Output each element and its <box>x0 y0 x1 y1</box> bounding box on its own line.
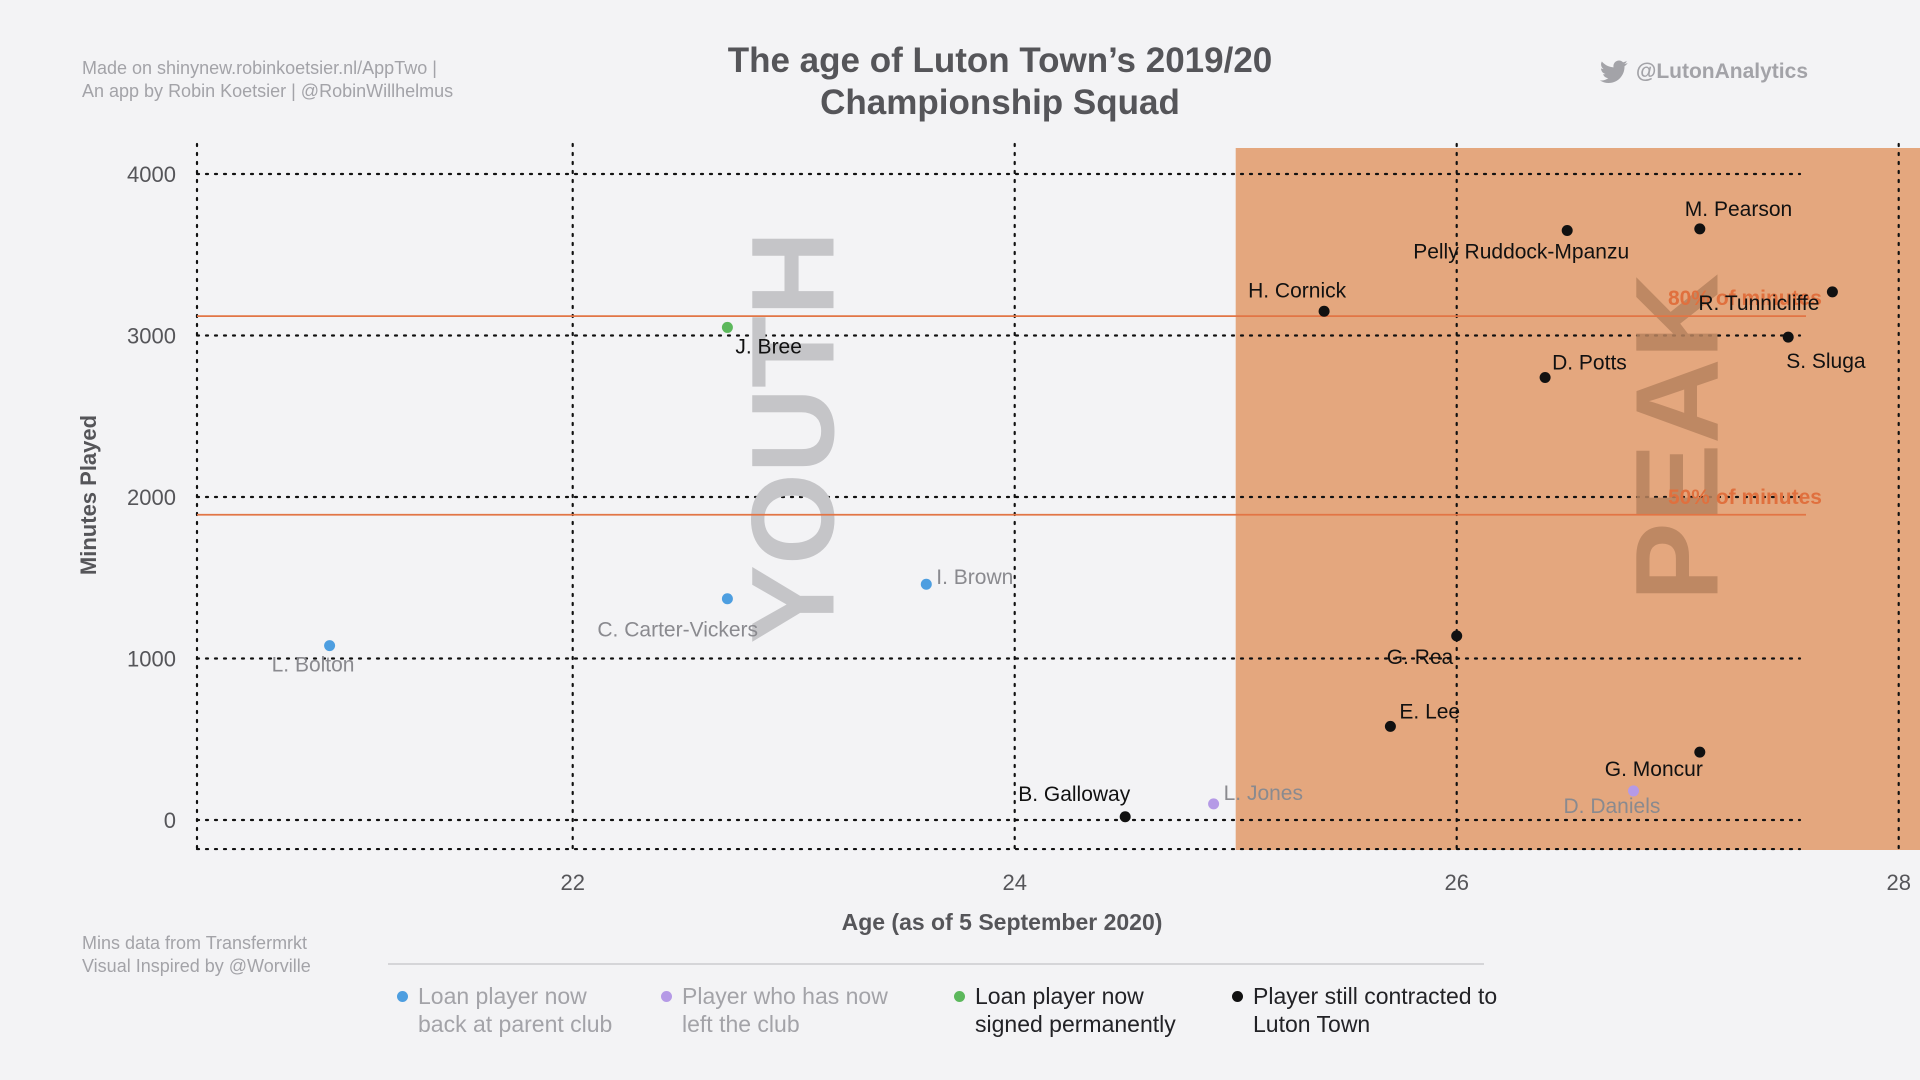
legend-dot-signed <box>954 991 965 1002</box>
y-axis-label: Minutes Played <box>76 415 101 575</box>
credit-bottom: Mins data from Transfermrkt Visual Inspi… <box>82 933 311 976</box>
x-axis-label: Age (as of 5 September 2020) <box>842 909 1163 935</box>
data-point <box>1451 630 1463 642</box>
point-label: G. Moncur <box>1605 758 1703 781</box>
point-label: S. Sluga <box>1786 350 1866 373</box>
legend-label: signed permanently <box>975 1011 1176 1037</box>
data-point <box>721 321 733 333</box>
data-point <box>1539 371 1551 383</box>
data-point <box>1826 286 1838 298</box>
y-tick-label: 2000 <box>127 485 176 510</box>
data-point <box>1782 331 1794 343</box>
twitter-handle-text: @LutonAnalytics <box>1635 60 1808 83</box>
zone-label-youth: YOUTH <box>728 231 860 644</box>
legend-item-contracted: Player still contracted to Luton Town <box>1232 982 1497 1038</box>
data-point <box>1384 720 1396 732</box>
data-point <box>1561 225 1573 237</box>
legend-item-left-club: Player who has now left the club <box>661 982 888 1038</box>
point-label: I. Brown <box>936 566 1013 589</box>
data-point <box>920 578 932 590</box>
twitter-handle[interactable]: @LutonAnalytics <box>1599 60 1808 84</box>
data-point <box>324 640 336 652</box>
point-label: D. Daniels <box>1564 795 1661 818</box>
chart-title-line1: The age of Luton Town’s 2019/20 <box>727 41 1273 80</box>
point-label: C. Carter-Vickers <box>597 619 758 642</box>
legend-label: back at parent club <box>418 1011 613 1037</box>
legend-item-signed: Loan player now signed permanently <box>954 982 1176 1038</box>
credit-top: Made on shinynew.robinkoetsier.nl/AppTwo… <box>82 58 454 101</box>
data-point <box>721 593 733 605</box>
data-point <box>1119 811 1131 823</box>
y-tick-label: 4000 <box>127 162 176 187</box>
point-label: Pelly Ruddock-Mpanzu <box>1413 241 1629 264</box>
threshold-label: 80% of minutes <box>1668 287 1822 310</box>
legend-dot-loan-back <box>397 991 408 1002</box>
point-label: L. Bolton <box>272 654 355 677</box>
point-label: D. Potts <box>1552 351 1627 374</box>
twitter-icon <box>1599 60 1628 83</box>
data-point <box>1694 223 1706 235</box>
point-label: G. Rea <box>1387 646 1454 669</box>
legend-label: Player still contracted to <box>1253 983 1498 1009</box>
x-tick-label: 28 <box>1886 870 1910 895</box>
legend-label: Loan player now <box>418 983 587 1009</box>
data-point <box>1208 798 1220 810</box>
legend-item-loan-back: Loan player now back at parent club <box>397 982 612 1038</box>
legend-label: Loan player now <box>975 983 1144 1009</box>
point-label: J. Bree <box>735 335 802 358</box>
chart-title-line2: Championship Squad <box>820 83 1180 122</box>
threshold-label: 50% of minutes <box>1668 486 1822 509</box>
legend-label: Player who has now <box>682 983 888 1009</box>
point-label: E. Lee <box>1399 700 1460 723</box>
point-label: H. Cornick <box>1248 279 1347 302</box>
x-tick-label: 26 <box>1444 870 1468 895</box>
point-label: L. Jones <box>1224 782 1303 805</box>
data-point <box>1628 785 1639 797</box>
point-label: R. Tunnicliffe <box>1698 292 1819 315</box>
legend-label: left the club <box>682 1011 800 1037</box>
data-point <box>1694 746 1706 758</box>
y-tick-label: 0 <box>164 808 176 833</box>
chart-title: The age of Luton Town’s 2019/20 Champion… <box>560 40 1440 124</box>
point-label: M. Pearson <box>1685 198 1792 221</box>
zone-label-peak: PEAK <box>1612 273 1744 601</box>
x-tick-label: 22 <box>560 870 584 895</box>
y-tick-label: 1000 <box>127 647 176 672</box>
point-label: B. Galloway <box>1018 783 1131 806</box>
legend-dot-left-club <box>661 991 672 1002</box>
legend-label: Luton Town <box>1253 1011 1371 1037</box>
legend-divider <box>388 963 1484 965</box>
y-tick-label: 3000 <box>127 324 176 349</box>
peak-band <box>1235 148 1920 850</box>
x-tick-label: 24 <box>1002 870 1026 895</box>
legend-dot-contracted <box>1232 991 1243 1002</box>
data-point <box>1318 305 1330 317</box>
